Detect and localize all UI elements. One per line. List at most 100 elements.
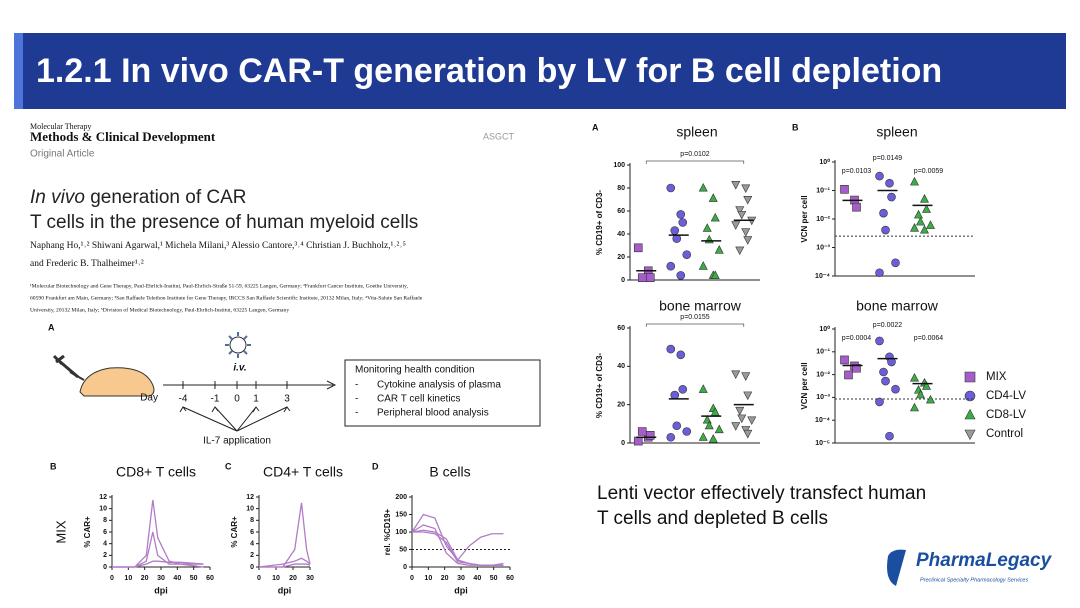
x-tick-label: 50 (190, 575, 198, 582)
y-tick-label: 4 (103, 541, 107, 548)
y-tick-label: 12 (99, 494, 107, 501)
route: i.v. (233, 363, 246, 374)
dot (852, 202, 861, 212)
arrow (179, 406, 238, 432)
dot (743, 196, 753, 205)
authors: and Frederic B. Thalheimer¹˒² (30, 259, 144, 269)
title-rest: generation of CAR (85, 187, 247, 208)
chart-title: spleen (876, 124, 917, 140)
dot (637, 273, 647, 282)
y-tick-label: 12 (246, 494, 254, 501)
dot (875, 171, 884, 181)
legend-marker (964, 390, 976, 402)
dot (910, 176, 919, 186)
legend-label: MIX (986, 371, 1007, 383)
affiliation: 60590 Frankfurt am Main, Germany; ³San R… (30, 294, 423, 301)
dot (741, 228, 751, 237)
day: -1 (211, 394, 220, 405)
dot (743, 429, 753, 439)
y-tick-label: 10 (246, 506, 254, 513)
line (258, 557, 311, 568)
y-tick-label: 0 (103, 564, 107, 571)
dot (710, 270, 720, 279)
dot (910, 372, 919, 382)
dot (645, 273, 655, 282)
dot (666, 432, 676, 442)
line (411, 529, 504, 562)
dot (743, 391, 753, 401)
y-tick-label: 40 (617, 363, 625, 370)
day: 0 (234, 394, 240, 405)
dot (840, 185, 849, 194)
journal-top: Molecular Therapy (30, 122, 91, 131)
line (412, 531, 504, 566)
dot (731, 422, 741, 431)
y-axis-label: VCN per cell (800, 362, 809, 409)
p-value: p=0.0064 (914, 335, 943, 342)
dot (741, 372, 751, 381)
dot (670, 390, 680, 400)
y-tick-label: 6 (103, 529, 107, 536)
virus-spikes (225, 332, 251, 358)
y-tick-label: 0 (403, 564, 407, 571)
treatment: IL-7 application (203, 436, 271, 447)
logo-mark (887, 549, 906, 586)
x-tick-label: 40 (473, 575, 481, 582)
y-tick-label: 10⁻² (816, 216, 830, 223)
dot (633, 243, 643, 253)
x-tick-label: 30 (457, 575, 465, 582)
x-axis-label: dpi (154, 585, 168, 595)
dot (676, 350, 686, 360)
y-tick-label: 0 (250, 564, 254, 571)
legend-marker (964, 371, 976, 383)
dot (633, 436, 643, 446)
p-value: p=0.0155 (680, 314, 709, 321)
y-tick-label: 100 (613, 162, 625, 169)
dot (914, 209, 923, 219)
line (112, 560, 204, 568)
dot (922, 204, 931, 213)
y-tick-label: 60 (617, 208, 625, 215)
dot (678, 218, 688, 227)
society-logo: ASGCT (483, 131, 515, 141)
y-axis-label: VCN per cell (800, 195, 809, 242)
paper-title-2: T cells in the presence of human myeloid… (30, 212, 418, 233)
title-italic: In vivo (30, 187, 85, 208)
dot (926, 394, 935, 404)
x-tick-label: 0 (110, 575, 114, 582)
dot (910, 223, 919, 232)
dot (926, 220, 935, 229)
p-value: p=0.0059 (914, 168, 943, 175)
dot (920, 224, 929, 234)
dot (704, 420, 714, 430)
dot (698, 261, 708, 270)
dot (710, 212, 720, 222)
affiliation: University, 20132 Milan, Italy; ⁵Divisio… (30, 306, 289, 313)
x-tick-label: 20 (441, 575, 449, 582)
y-axis-label: rel. %CD19+ (383, 508, 392, 555)
dot (881, 225, 890, 235)
dot (747, 416, 757, 426)
row-label: MIX (53, 520, 68, 543)
x-tick-label: 20 (289, 575, 297, 582)
x-tick-label: 10 (272, 575, 280, 582)
affiliation: ¹Molecular Biotechnology and Gene Therap… (30, 282, 409, 289)
dot (741, 184, 751, 194)
panel-letter: A (48, 322, 55, 332)
virus (229, 336, 247, 354)
caption: T cells and depleted B cells (597, 508, 828, 529)
y-tick-label: 10⁻⁵ (815, 440, 830, 447)
y-tick-label: 10⁻¹ (816, 349, 830, 356)
dot (676, 271, 686, 280)
arrow (236, 406, 260, 432)
y-tick-label: 10⁻⁴ (815, 417, 830, 424)
x-tick-label: 10 (424, 575, 432, 582)
dot (910, 402, 919, 412)
x-tick-label: 0 (410, 575, 414, 582)
y-axis-label: % CAR+ (230, 516, 239, 548)
p-value: p=0.0004 (842, 335, 871, 342)
box-item: CAR T cell kinetics (377, 394, 461, 405)
y-tick-label: 10 (99, 506, 107, 513)
dot (735, 206, 745, 215)
y-axis-label: % CD19+ of CD3- (595, 190, 604, 255)
